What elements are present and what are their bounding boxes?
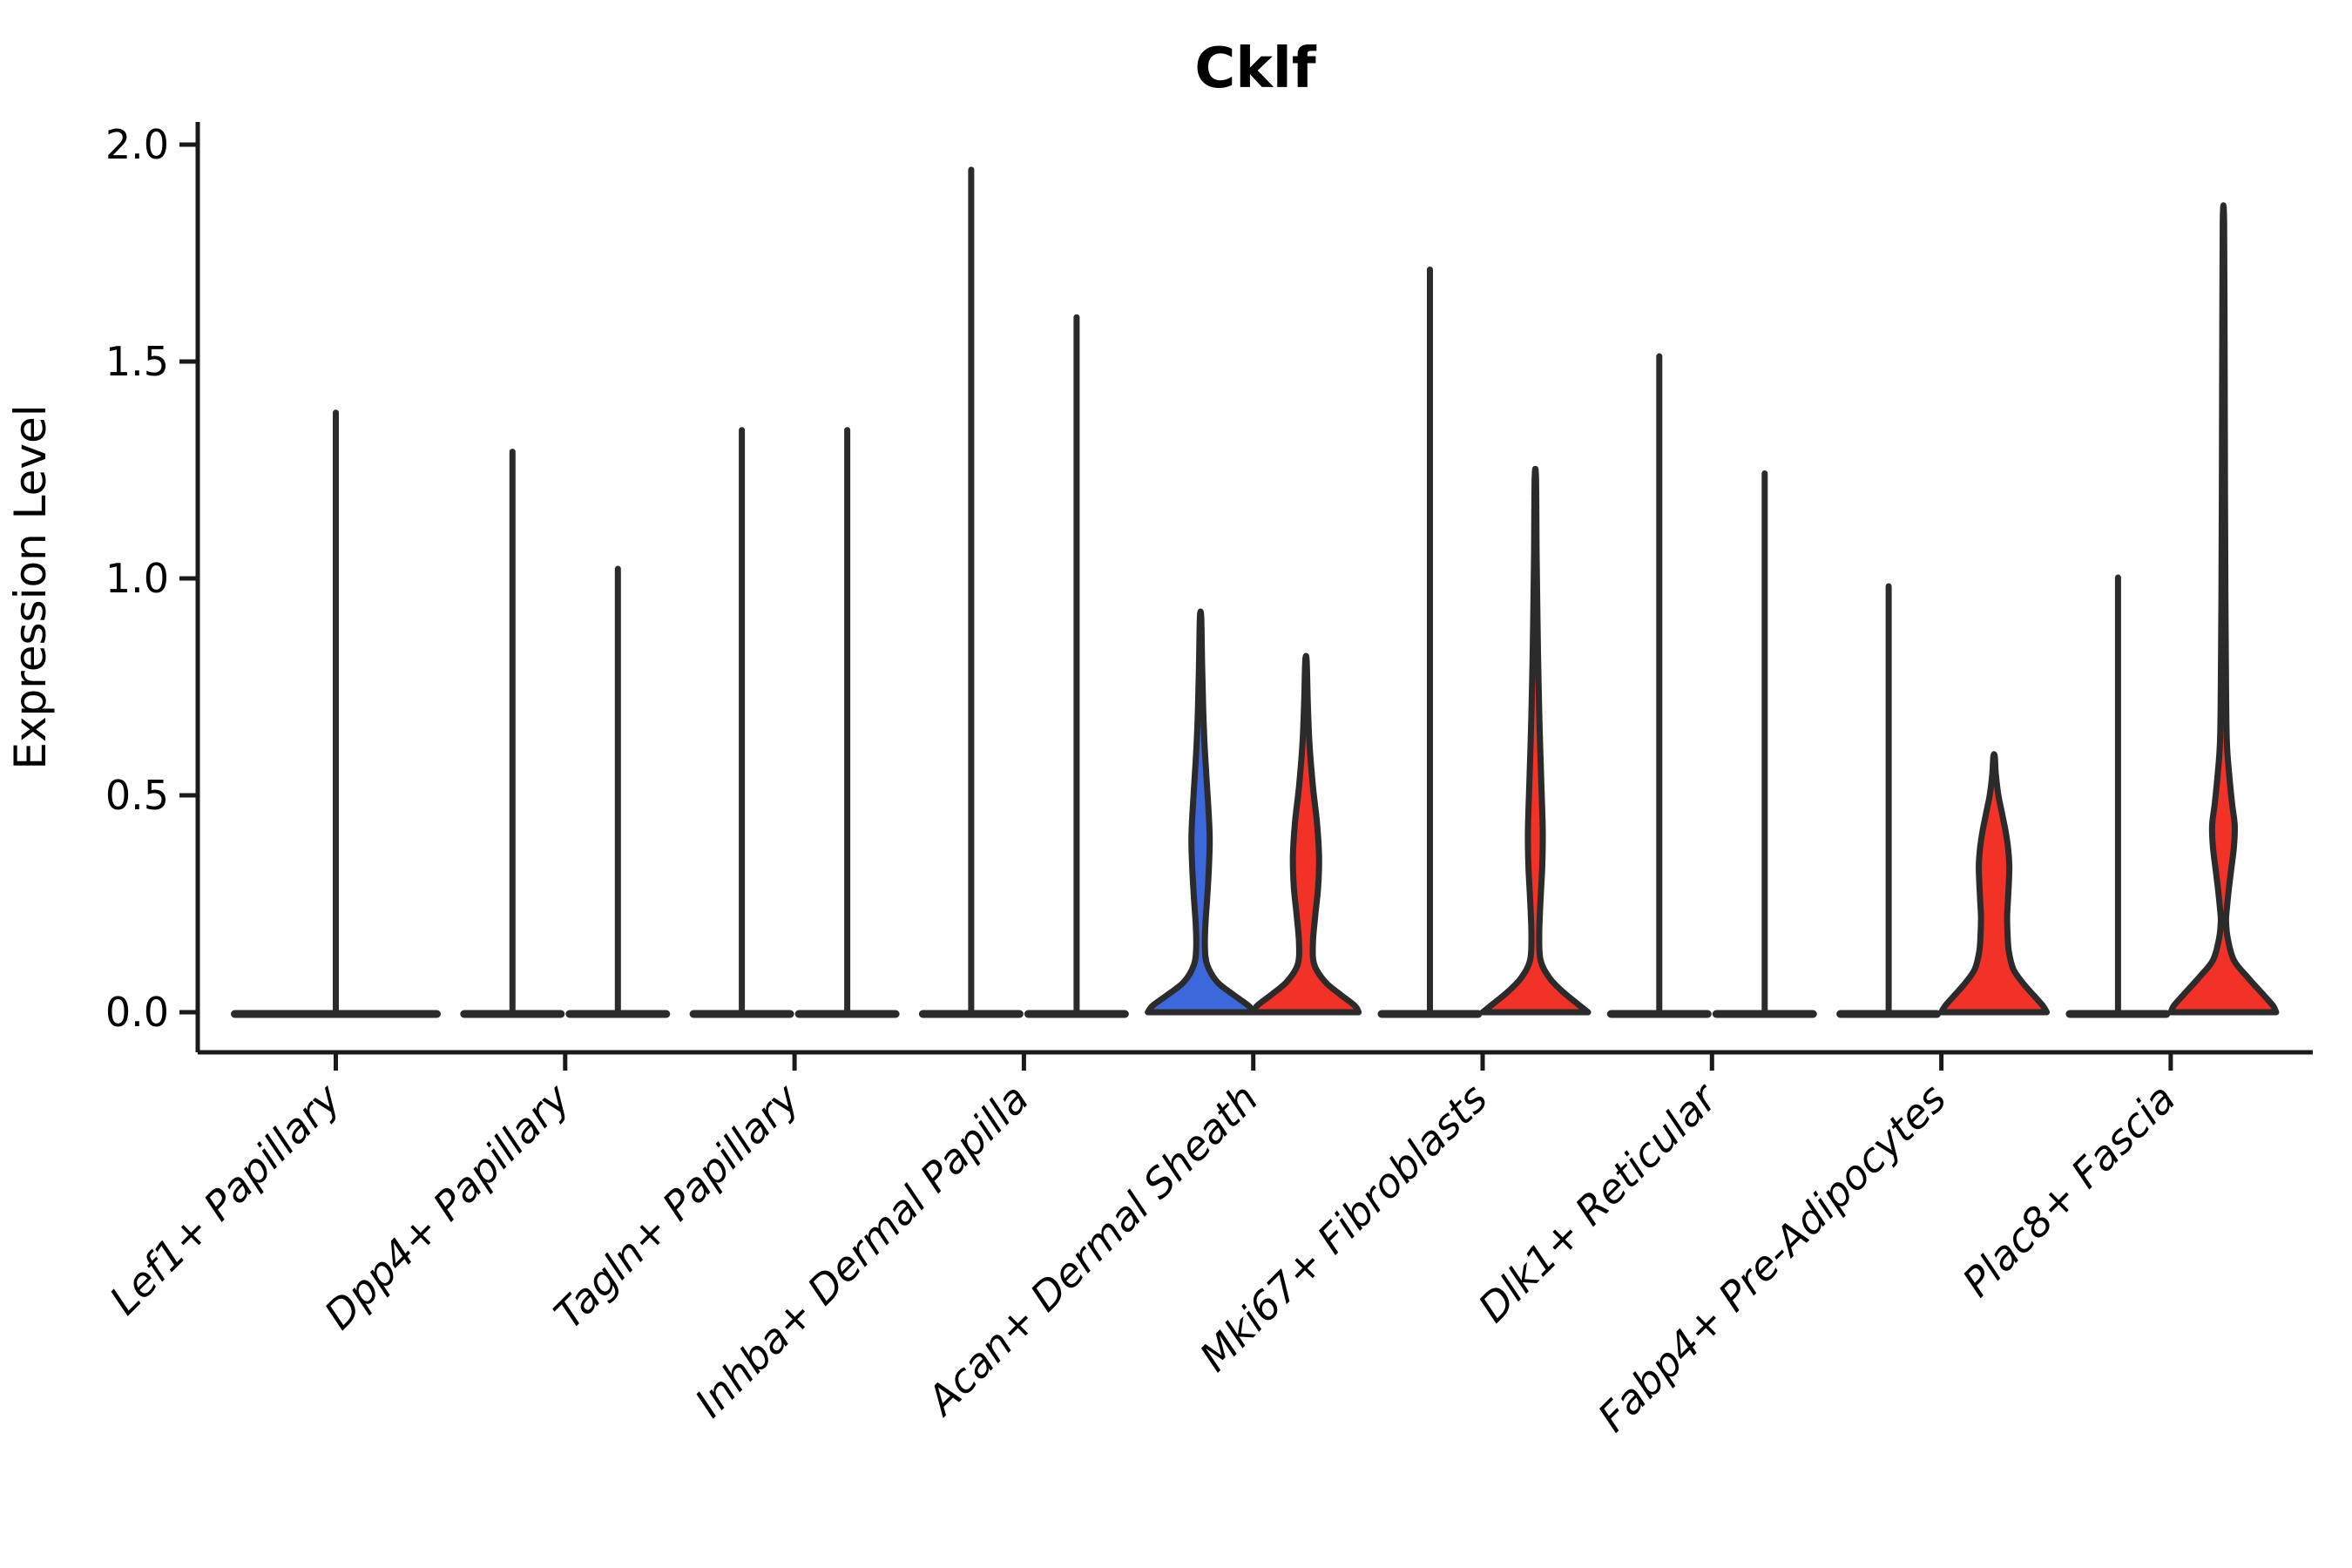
violin-glyphs	[231, 166, 2280, 1018]
violin-red	[1479, 465, 1592, 1016]
violin-blue	[1145, 608, 1257, 1016]
y-tick-label: 2.0	[105, 121, 169, 168]
x-tick-label: Dpp4+ Papillary	[315, 1074, 579, 1338]
y-tick-label: 1.5	[105, 338, 169, 385]
y-tick-label: 0.0	[105, 989, 169, 1036]
y-axis-label: Expression Level	[5, 404, 56, 769]
chart-title: Cklf	[1194, 37, 1316, 101]
violin-red	[2167, 202, 2280, 1016]
x-tick-label: Tagln+ Papillary	[545, 1074, 809, 1338]
axes	[179, 122, 2313, 1071]
x-tick-label: Lef1+ Papillary	[100, 1074, 349, 1323]
y-tick-label: 1.0	[105, 555, 169, 602]
y-tick-label: 0.5	[105, 772, 169, 819]
violin-red	[1938, 751, 2051, 1016]
x-tick-label: Plac8+ Fascia	[1953, 1075, 2184, 1306]
y-tick-labels: 0.0 0.5 1.0 1.5 2.0	[105, 121, 169, 1036]
x-tick-label: Dlk1+ Reticular	[1469, 1072, 1727, 1331]
violin-red	[1250, 652, 1362, 1016]
